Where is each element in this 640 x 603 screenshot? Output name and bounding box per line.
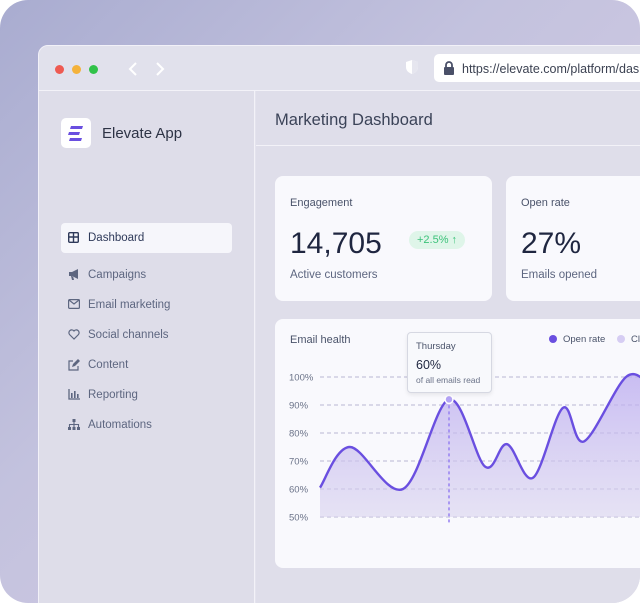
page-header: Marketing Dashboard: [256, 91, 640, 146]
tooltip-value: 60%: [416, 358, 442, 372]
heart-icon: [68, 329, 80, 340]
card-value: 27%: [521, 227, 582, 260]
tooltip-day: Thursday: [416, 341, 456, 352]
sidebar-item-label: Email marketing: [88, 299, 171, 311]
megaphone-icon: [69, 269, 78, 280]
legend-clicks[interactable]: Cl: [617, 334, 640, 345]
main-content: Marketing Dashboard Engagement 14,705 +2…: [256, 91, 640, 603]
sidebar-item-label: Campaigns: [88, 269, 147, 281]
series-area: [320, 374, 640, 517]
browser-toolbar: https://elevate.com/platform/dashboard: [39, 46, 640, 91]
highlight-point: [444, 394, 454, 405]
engagement-card: Engagement 14,705 +2.5% ↑ Active custome…: [275, 176, 492, 301]
sidebar-item-social-channels[interactable]: Social channels: [61, 320, 232, 350]
address-bar[interactable]: https://elevate.com/platform/dashboard: [434, 54, 640, 82]
page-title: Marketing Dashboard: [275, 111, 433, 129]
maximize-window-button[interactable]: [89, 65, 98, 74]
chart-title: Email health: [290, 334, 351, 346]
shield-icon[interactable]: [405, 59, 419, 75]
back-icon[interactable]: [128, 62, 138, 76]
sidebar: Elevate App Dashboard Campaigns Email ma…: [39, 91, 255, 603]
change-badge: +2.5% ↑: [409, 231, 466, 249]
envelope-icon: [68, 299, 80, 309]
series-line-open-rate: [318, 372, 640, 491]
y-tick-label: 80%: [289, 429, 309, 440]
app-logo: [61, 118, 91, 148]
y-tick-label: 100%: [289, 373, 314, 384]
sidebar-item-reporting[interactable]: Reporting: [61, 380, 232, 410]
y-tick-label: 90%: [289, 401, 309, 412]
sidebar-item-campaigns[interactable]: Campaigns: [61, 260, 232, 290]
sidebar-item-label: Automations: [88, 419, 152, 431]
y-tick-label: 60%: [289, 485, 309, 496]
chart-tooltip: Thursday 60% of all emails read: [407, 332, 492, 393]
legend-label: Open rate: [563, 334, 606, 345]
app-name: Elevate App: [102, 125, 183, 142]
legend-open-rate[interactable]: Open rate: [549, 334, 605, 345]
bar-chart-icon: [68, 389, 80, 400]
legend-swatch: [549, 335, 557, 343]
sidebar-item-label: Reporting: [88, 389, 138, 401]
sidebar-item-label: Content: [88, 359, 129, 371]
legend-label: Cl: [631, 334, 640, 345]
sidebar-item-label: Dashboard: [88, 232, 145, 244]
y-tick-label: 50%: [289, 513, 309, 524]
sidebar-item-email-marketing[interactable]: Email marketing: [61, 290, 232, 320]
sidebar-item-dashboard[interactable]: Dashboard: [61, 223, 232, 253]
sidebar-item-automations[interactable]: Automations: [61, 410, 232, 440]
minimize-window-button[interactable]: [72, 65, 81, 74]
open-rate-card: Open rate 27% Emails opened: [506, 176, 640, 301]
hierarchy-icon: [68, 419, 80, 430]
card-label: Engagement: [290, 197, 353, 209]
y-tick-label: 70%: [289, 457, 309, 468]
card-label: Open rate: [521, 197, 570, 209]
card-value: 14,705: [290, 227, 382, 260]
edit-icon: [68, 359, 80, 371]
grid-icon: [68, 232, 79, 243]
close-window-button[interactable]: [55, 65, 64, 74]
legend-swatch: [617, 335, 625, 343]
forward-icon[interactable]: [155, 62, 165, 76]
email-health-card: Email health Open rate Cl 100% 90% 80% 70% 6…: [275, 319, 640, 568]
card-subtitle: Emails opened: [521, 269, 598, 281]
sidebar-item-label: Social channels: [88, 329, 169, 341]
logo-icon: [68, 126, 83, 141]
card-subtitle: Active customers: [290, 269, 378, 281]
sidebar-item-content[interactable]: Content: [61, 350, 232, 380]
url-text: https://elevate.com/platform/dashboard: [462, 62, 640, 76]
lock-icon: [444, 61, 454, 75]
tooltip-caption: of all emails read: [416, 375, 481, 385]
email-health-chart: 100% 90% 80% 70% 60% 50%: [289, 372, 640, 524]
browser-window: https://elevate.com/platform/dashboard E…: [38, 45, 640, 603]
